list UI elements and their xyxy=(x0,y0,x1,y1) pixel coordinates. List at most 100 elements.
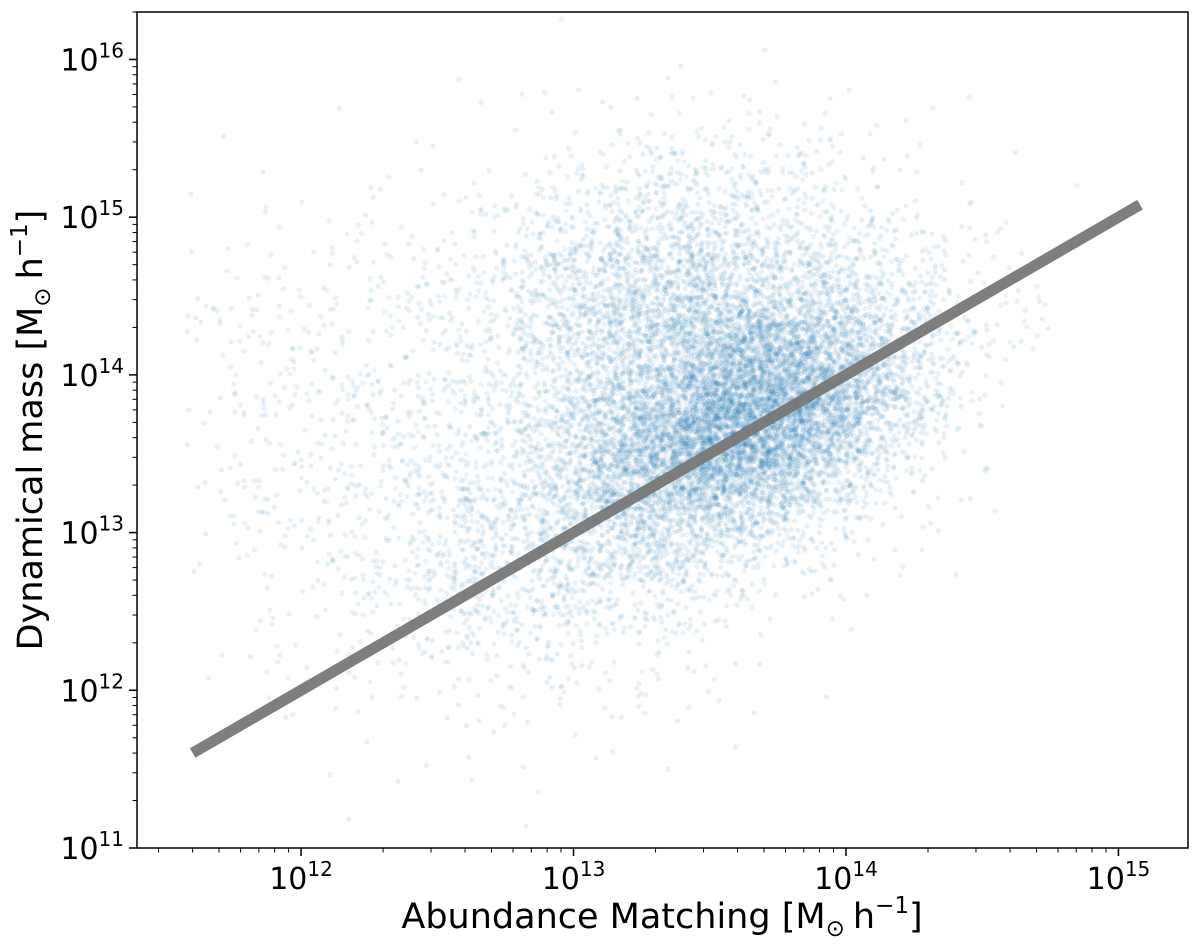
scatter-point xyxy=(861,498,867,504)
scatter-point xyxy=(517,429,523,435)
scatter-point xyxy=(880,247,886,253)
scatter-point xyxy=(778,476,784,482)
scatter-point xyxy=(814,407,821,413)
scatter-point xyxy=(965,318,972,325)
scatter-point xyxy=(759,407,765,413)
scatter-point xyxy=(858,431,865,437)
scatter-point xyxy=(472,496,478,502)
scatter-point xyxy=(744,441,750,447)
scatter-point xyxy=(622,441,629,447)
scatter-point xyxy=(838,416,844,422)
scatter-point xyxy=(756,588,762,594)
scatter-point xyxy=(812,413,818,419)
scatter-point xyxy=(877,336,884,342)
scatter-point xyxy=(621,625,628,631)
scatter-point xyxy=(867,208,874,214)
scatter-point xyxy=(777,481,783,487)
scatter-point xyxy=(806,339,812,345)
scatter-point xyxy=(662,419,668,425)
scatter-point xyxy=(690,418,696,425)
scatter-point xyxy=(748,441,754,447)
scatter-point xyxy=(854,499,860,506)
scatter-point xyxy=(751,400,757,406)
scatter-point xyxy=(638,474,644,480)
scatter-point xyxy=(522,492,528,498)
scatter-point xyxy=(786,465,792,471)
scatter-point xyxy=(748,391,754,397)
scatter-point xyxy=(674,504,680,511)
scatter-point xyxy=(688,399,694,405)
scatter-point xyxy=(641,416,647,422)
scatter-point xyxy=(740,447,746,453)
scatter-point xyxy=(788,493,794,499)
scatter-point xyxy=(770,293,777,299)
scatter-point xyxy=(869,286,876,292)
scatter-point xyxy=(721,416,727,422)
scatter-point xyxy=(976,411,982,417)
scatter-point xyxy=(767,616,773,622)
scatter-point xyxy=(824,335,830,341)
scatter-point xyxy=(724,473,731,479)
scatter-point xyxy=(979,344,985,350)
scatter-point xyxy=(793,390,800,396)
scatter-point xyxy=(701,445,707,451)
scatter-point xyxy=(697,476,703,482)
scatter-point xyxy=(687,475,693,481)
scatter-point xyxy=(844,380,850,386)
scatter-point xyxy=(874,387,880,393)
scatter-point xyxy=(895,296,901,302)
scatter-point xyxy=(615,447,621,453)
scatter-point xyxy=(777,375,783,381)
scatter-point xyxy=(611,474,617,480)
scatter-point xyxy=(607,426,613,433)
scatter-point xyxy=(500,550,506,556)
scatter-point xyxy=(703,485,710,491)
scatter-point xyxy=(690,531,696,537)
scatter-point xyxy=(982,392,988,398)
scatter-point xyxy=(710,379,716,385)
scatter-point xyxy=(682,441,688,448)
scatter-point xyxy=(917,295,923,301)
scatter-point xyxy=(816,310,822,316)
scatter-point xyxy=(687,401,694,407)
scatter-point xyxy=(640,370,647,376)
scatter-point xyxy=(867,480,873,486)
scatter-point xyxy=(797,346,804,352)
scatter-point xyxy=(577,478,583,484)
scatter-point xyxy=(826,425,832,431)
scatter-point xyxy=(709,438,715,444)
scatter-point xyxy=(538,431,544,437)
scatter-point xyxy=(819,479,826,485)
scatter-point xyxy=(702,389,708,395)
scatter-point xyxy=(823,367,830,373)
scatter-point xyxy=(827,367,833,373)
scatter-point xyxy=(879,398,885,404)
scatter-point xyxy=(687,330,693,336)
scatter-point xyxy=(854,348,860,354)
scatter-point xyxy=(592,616,598,622)
scatter-point xyxy=(821,322,827,328)
scatter-point xyxy=(525,542,531,548)
scatter-point xyxy=(667,432,673,438)
scatter-point xyxy=(786,299,792,305)
scatter-point xyxy=(876,290,883,296)
scatter-point xyxy=(562,494,568,500)
scatter-point xyxy=(633,459,639,466)
scatter-point xyxy=(942,238,949,244)
scatter-point xyxy=(812,278,819,284)
scatter-point xyxy=(553,414,559,420)
scatter-point xyxy=(849,328,855,334)
scatter-point xyxy=(907,380,913,386)
scatter-point xyxy=(707,424,713,430)
scatter-point xyxy=(789,350,795,356)
scatter-point xyxy=(507,602,513,608)
scatter-point xyxy=(882,473,888,479)
scatter-point xyxy=(864,489,870,496)
scatter-point xyxy=(804,436,810,442)
scatter-point xyxy=(795,340,801,346)
scatter-point xyxy=(676,383,682,389)
scatter-point xyxy=(749,375,755,381)
scatter-point xyxy=(846,501,852,507)
scatter-point xyxy=(906,441,912,447)
